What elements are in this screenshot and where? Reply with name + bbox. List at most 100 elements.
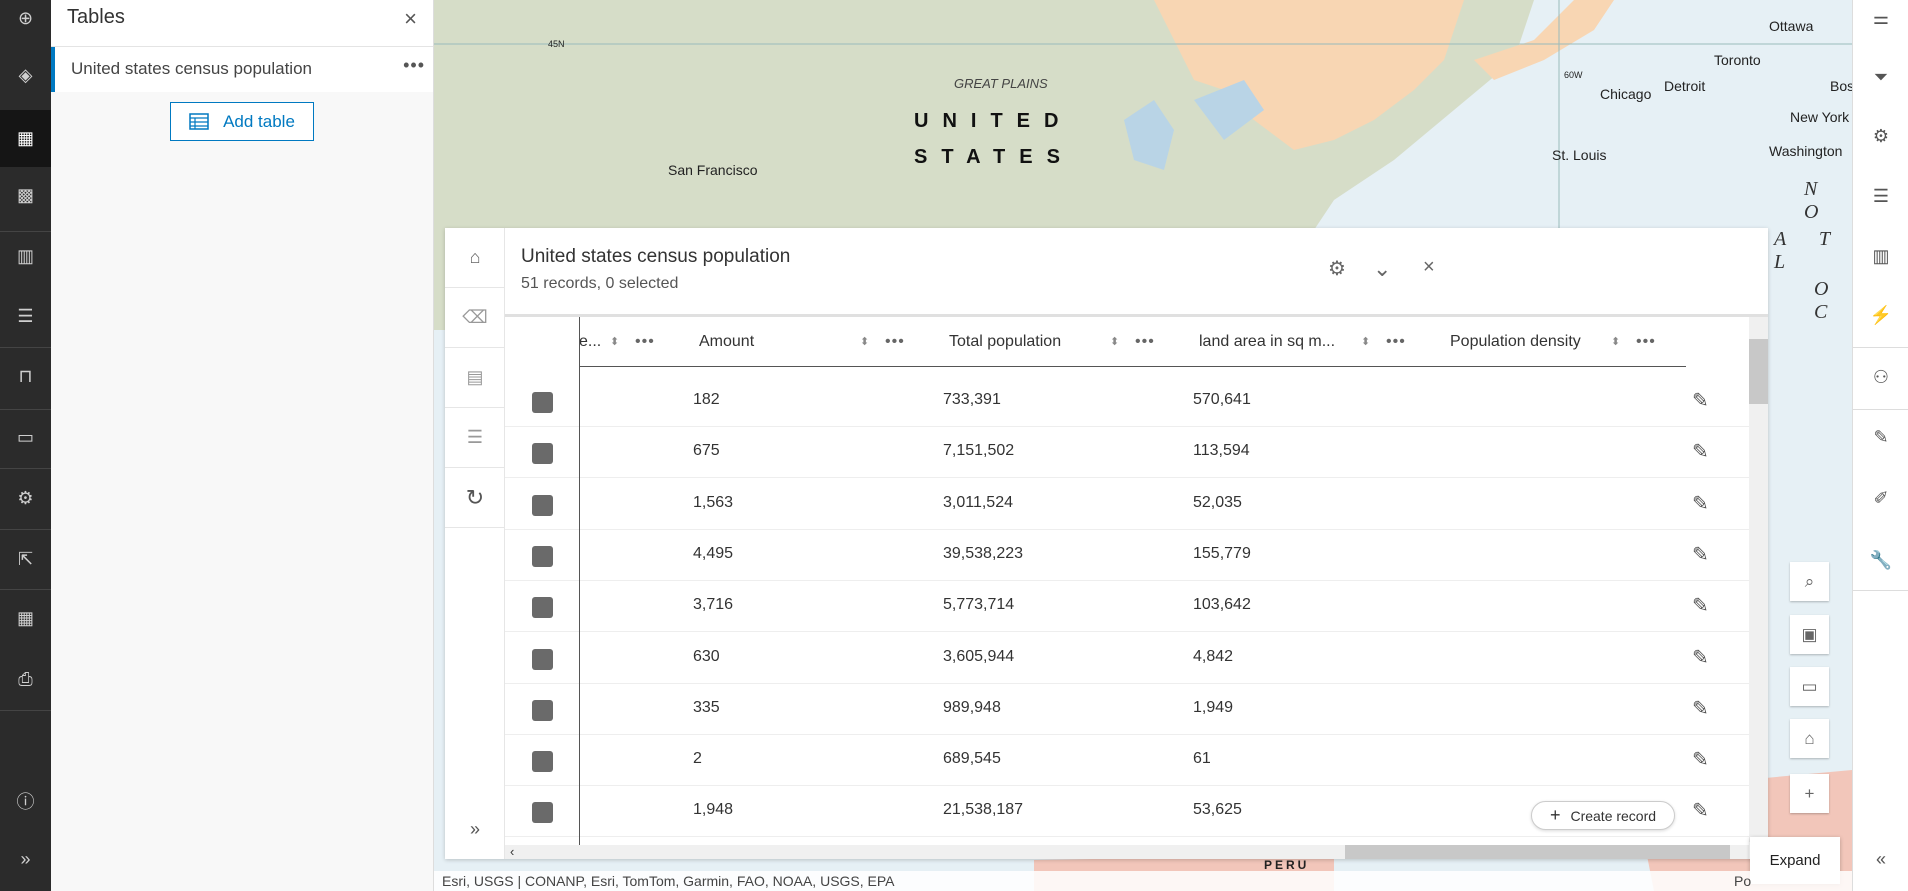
edit-pencil-icon[interactable]: ✎	[1692, 749, 1709, 772]
nav-widgets[interactable]: ▩	[0, 170, 51, 220]
nav-folder[interactable]: ▭	[0, 412, 51, 462]
column-menu-icon[interactable]: •••	[885, 332, 905, 350]
nav-gear[interactable]: ⚙	[0, 473, 51, 523]
nav-print[interactable]: ⎙	[0, 654, 51, 704]
table-row[interactable]: 3,716 5,773,714 103,642 ✎	[505, 581, 1749, 633]
table-row[interactable]: 2 689,545 61 ✎	[505, 735, 1749, 787]
wrench-icon[interactable]: 🔧	[1869, 549, 1893, 570]
table-cell: 570,641	[1193, 391, 1251, 408]
column-header[interactable]: Total population ⬍ •••	[935, 317, 1185, 367]
refresh-icon[interactable]: ↻	[445, 468, 505, 528]
vertical-scrollbar-thumb[interactable]	[1749, 339, 1768, 404]
horizontal-scrollbar-thumb[interactable]	[1345, 845, 1730, 859]
nav-table[interactable]: ▦	[0, 110, 51, 167]
edit-pencil-icon[interactable]: ✎	[1692, 646, 1709, 669]
edit-pencil-icon[interactable]: ✎	[1692, 492, 1709, 515]
more-options-icon[interactable]: •••	[403, 55, 425, 75]
add-icon: ⊕	[17, 7, 34, 28]
edit-pencil-icon[interactable]: ✎	[1692, 800, 1709, 823]
table-row[interactable]: 675 7,151,502 113,594 ✎	[505, 427, 1749, 479]
sort-icon[interactable]: ⬍	[610, 336, 620, 348]
nav-add[interactable]: ⊕	[0, 0, 51, 43]
toolbar-divider	[1853, 590, 1908, 591]
row-select-checkbox[interactable]	[532, 648, 553, 670]
column-menu-icon[interactable]: •••	[1386, 332, 1406, 350]
add-table-button[interactable]: Add table	[170, 102, 314, 141]
create-record-button[interactable]: + Create record	[1531, 801, 1675, 830]
gear-icon[interactable]: ⚙	[1328, 258, 1346, 280]
map-label-san-francisco: San Francisco	[668, 162, 758, 178]
close-icon[interactable]: ×	[1423, 256, 1435, 278]
nav-layers[interactable]: ◈	[0, 50, 51, 100]
table-row[interactable]: 1,948 21,538,187 53,625 ✎	[505, 786, 1749, 838]
basemap-button[interactable]: ▣	[1790, 615, 1829, 654]
row-select-checkbox[interactable]	[532, 392, 553, 413]
collapse-toolbar-icon[interactable]: «	[1875, 848, 1886, 869]
attribute-grid: e... ⬍ ••• Amount ⬍ ••• Total population ⬍ ••• la…	[505, 314, 1768, 859]
vertical-scrollbar[interactable]	[1749, 317, 1768, 842]
nav-legend[interactable]: ☰	[0, 291, 51, 341]
nav-chart[interactable]: ▥	[0, 231, 51, 281]
row-select-checkbox[interactable]	[532, 443, 553, 465]
edit-pencil-icon[interactable]: ✎	[1692, 543, 1709, 566]
column-header-label: Population density	[1450, 332, 1581, 350]
column-menu-icon[interactable]: •••	[1135, 332, 1155, 350]
expand-side-icon[interactable]: »	[469, 818, 480, 839]
table-list-item[interactable]: United states census population •••	[51, 47, 433, 92]
table-title: United states census population	[521, 246, 791, 267]
column-header[interactable]: e... ⬍ •••	[579, 317, 685, 367]
map-settings-icon[interactable]: ⚙	[1872, 125, 1890, 146]
table-row[interactable]: 1,563 3,011,524 52,035 ✎	[505, 479, 1749, 530]
row-select-checkbox[interactable]	[532, 597, 553, 619]
chart-settings-icon[interactable]: ▥	[1872, 245, 1890, 266]
search-button[interactable]: ⌕	[1790, 562, 1829, 601]
nav-apps[interactable]: ▦	[0, 593, 51, 643]
close-icon[interactable]: ×	[404, 6, 417, 31]
table-row[interactable]: 630 3,605,944 4,842 ✎	[505, 633, 1749, 684]
column-menu-icon[interactable]: •••	[1636, 332, 1656, 350]
eraser-icon[interactable]: ⌫	[445, 288, 505, 348]
edit-pencil-icon[interactable]: ✎	[1692, 390, 1709, 412]
filter-icon[interactable]: ⏷	[1873, 66, 1889, 87]
row-select-checkbox[interactable]	[532, 545, 553, 567]
table-row[interactable]: 182 733,391 570,641 ✎	[505, 376, 1749, 427]
nav-info[interactable]: ⓘ	[0, 776, 51, 826]
home-icon[interactable]: ⌂	[445, 228, 505, 288]
list-settings-icon[interactable]: ☰	[1872, 185, 1890, 206]
table-row[interactable]: 335 989,948 1,949 ✎	[505, 684, 1749, 735]
column-header[interactable]: Amount ⬍ •••	[685, 317, 935, 367]
selection-icon[interactable]: ▤	[445, 348, 505, 408]
nav-expand[interactable]: »	[0, 834, 51, 884]
column-menu-icon[interactable]: •••	[635, 332, 655, 350]
sort-icon[interactable]: ⬍	[860, 336, 870, 348]
column-header[interactable]: Population density ⬍ •••	[1436, 317, 1686, 367]
edit-icon[interactable]: ✎	[1873, 426, 1889, 447]
zoom-in-button[interactable]: +	[1790, 774, 1829, 813]
edit-pencil-icon[interactable]: ✎	[1692, 697, 1709, 720]
sort-icon[interactable]: ⬍	[1611, 336, 1621, 348]
people-icon[interactable]: ⚇	[1872, 366, 1890, 387]
home-icon: ⌂	[1804, 728, 1815, 748]
nav-bookmark[interactable]: ⊓	[0, 351, 51, 401]
fullscreen-button[interactable]: ▭	[1790, 667, 1829, 706]
settings-sliders-icon[interactable]: ⚌	[1872, 7, 1890, 28]
column-header[interactable]: land area in sq m... ⬍ •••	[1185, 317, 1436, 367]
sketch-icon[interactable]: ✐	[1873, 487, 1889, 508]
row-select-checkbox[interactable]	[532, 699, 553, 721]
row-select-checkbox[interactable]	[532, 751, 553, 773]
collapse-chevrons-icon[interactable]: ⌄	[1373, 256, 1392, 281]
sort-icon[interactable]: ⬍	[1110, 336, 1120, 348]
folder-icon: ▭	[16, 426, 34, 447]
nav-share[interactable]: ⇱	[0, 534, 51, 584]
list-icon[interactable]: ☰	[445, 408, 505, 468]
instant-apps-icon[interactable]: ⚡	[1869, 304, 1893, 325]
table-row[interactable]: 4,495 39,538,223 155,779 ✎	[505, 530, 1749, 581]
edit-pencil-icon[interactable]: ✎	[1692, 595, 1709, 618]
map-label-toronto: Toronto	[1714, 52, 1761, 68]
row-select-checkbox[interactable]	[532, 494, 553, 516]
create-record-label: Create record	[1570, 807, 1657, 824]
edit-pencil-icon[interactable]: ✎	[1692, 441, 1709, 464]
row-select-checkbox[interactable]	[532, 802, 553, 824]
home-button[interactable]: ⌂	[1790, 719, 1829, 758]
sort-icon[interactable]: ⬍	[1361, 336, 1371, 348]
